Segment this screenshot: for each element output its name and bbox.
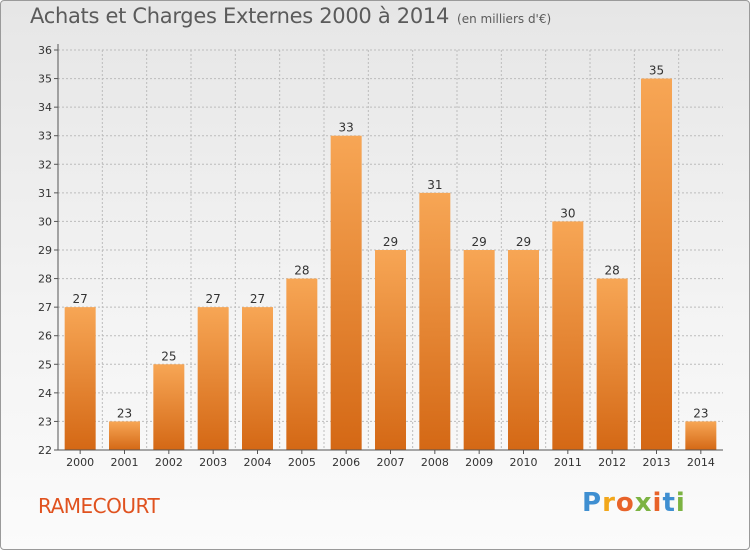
x-tick-label: 2012 xyxy=(598,456,626,469)
title-text: Achats et Charges Externes 2000 à 2014 xyxy=(30,4,450,28)
bar xyxy=(596,278,628,450)
bar xyxy=(419,192,451,450)
logo-letter: r xyxy=(602,488,616,518)
x-tick-label: 2008 xyxy=(421,456,449,469)
bar xyxy=(552,221,584,450)
data-label: 31 xyxy=(427,178,442,192)
logo-letter: i xyxy=(675,488,686,518)
y-tick-label: 28 xyxy=(38,273,52,286)
y-tick-label: 26 xyxy=(38,330,52,343)
chart-title: Achats et Charges Externes 2000 à 2014 (e… xyxy=(30,4,551,28)
data-label: 35 xyxy=(649,64,664,78)
y-tick-label: 24 xyxy=(38,387,52,400)
bar xyxy=(463,250,495,450)
bars: 27 23 25 27 27 28 33 29 31 29 29 30 28 35 23 xyxy=(64,64,717,451)
bar xyxy=(286,278,318,450)
bar xyxy=(330,135,362,450)
data-label: 25 xyxy=(161,349,176,363)
data-label: 23 xyxy=(117,406,132,420)
x-tick-label: 2000 xyxy=(66,456,94,469)
x-tick-label: 2004 xyxy=(244,456,272,469)
data-label: 27 xyxy=(250,292,265,306)
logo-letter: t xyxy=(662,488,676,518)
data-label: 23 xyxy=(693,406,708,420)
x-tick-label: 2009 xyxy=(465,456,493,469)
y-tick-label: 32 xyxy=(38,158,52,171)
bar xyxy=(109,421,140,450)
bar xyxy=(153,364,185,450)
x-tick-label: 2002 xyxy=(155,456,183,469)
data-label: 28 xyxy=(294,264,309,278)
y-tick-label: 36 xyxy=(38,44,52,57)
y-tick-label: 25 xyxy=(38,358,52,371)
x-tick-label: 2003 xyxy=(199,456,227,469)
data-label: 33 xyxy=(339,121,354,135)
x-tick-label: 2005 xyxy=(288,456,316,469)
y-tick-label: 22 xyxy=(38,444,52,457)
bar xyxy=(685,421,717,450)
y-tick-label: 33 xyxy=(38,130,52,143)
data-label: 30 xyxy=(560,206,575,220)
bar xyxy=(242,307,273,450)
data-label: 27 xyxy=(206,292,221,306)
bar xyxy=(375,250,406,450)
bar xyxy=(64,307,96,450)
commune-name: RAMECOURT xyxy=(38,494,160,518)
data-label: 29 xyxy=(472,235,487,249)
x-tick-label: 2014 xyxy=(687,456,715,469)
logo-letter: x xyxy=(634,488,653,518)
y-tick-label: 35 xyxy=(38,73,52,86)
y-tick-label: 27 xyxy=(38,301,52,314)
y-tick-label: 31 xyxy=(38,187,52,200)
x-tick-label: 2006 xyxy=(332,456,360,469)
x-tick-label: 2001 xyxy=(111,456,139,469)
logo-letter: o xyxy=(615,488,635,518)
x-tick-label: 2010 xyxy=(510,456,538,469)
data-label: 28 xyxy=(605,264,620,278)
proxiti-logo: Proxiti xyxy=(582,488,686,518)
x-tick-label: 2011 xyxy=(554,456,582,469)
logo-letter: P xyxy=(582,488,603,518)
title-unit: (en milliers d'€) xyxy=(457,12,552,26)
bar xyxy=(197,307,229,450)
y-tick-label: 34 xyxy=(38,101,52,114)
bar xyxy=(641,78,672,451)
x-tick-label: 2007 xyxy=(377,456,405,469)
x-tick-label: 2013 xyxy=(643,456,671,469)
y-tick-label: 30 xyxy=(38,215,52,228)
axes: 22 23 24 25 26 27 28 29 30 31 32 33 34 35 36 2000 2001 20… xyxy=(38,44,723,469)
bar xyxy=(508,250,539,450)
data-label: 27 xyxy=(73,292,88,306)
data-label: 29 xyxy=(383,235,398,249)
y-tick-label: 23 xyxy=(38,415,52,428)
data-label: 29 xyxy=(516,235,531,249)
logo-letter: i xyxy=(652,488,663,518)
y-tick-label: 29 xyxy=(38,244,52,257)
